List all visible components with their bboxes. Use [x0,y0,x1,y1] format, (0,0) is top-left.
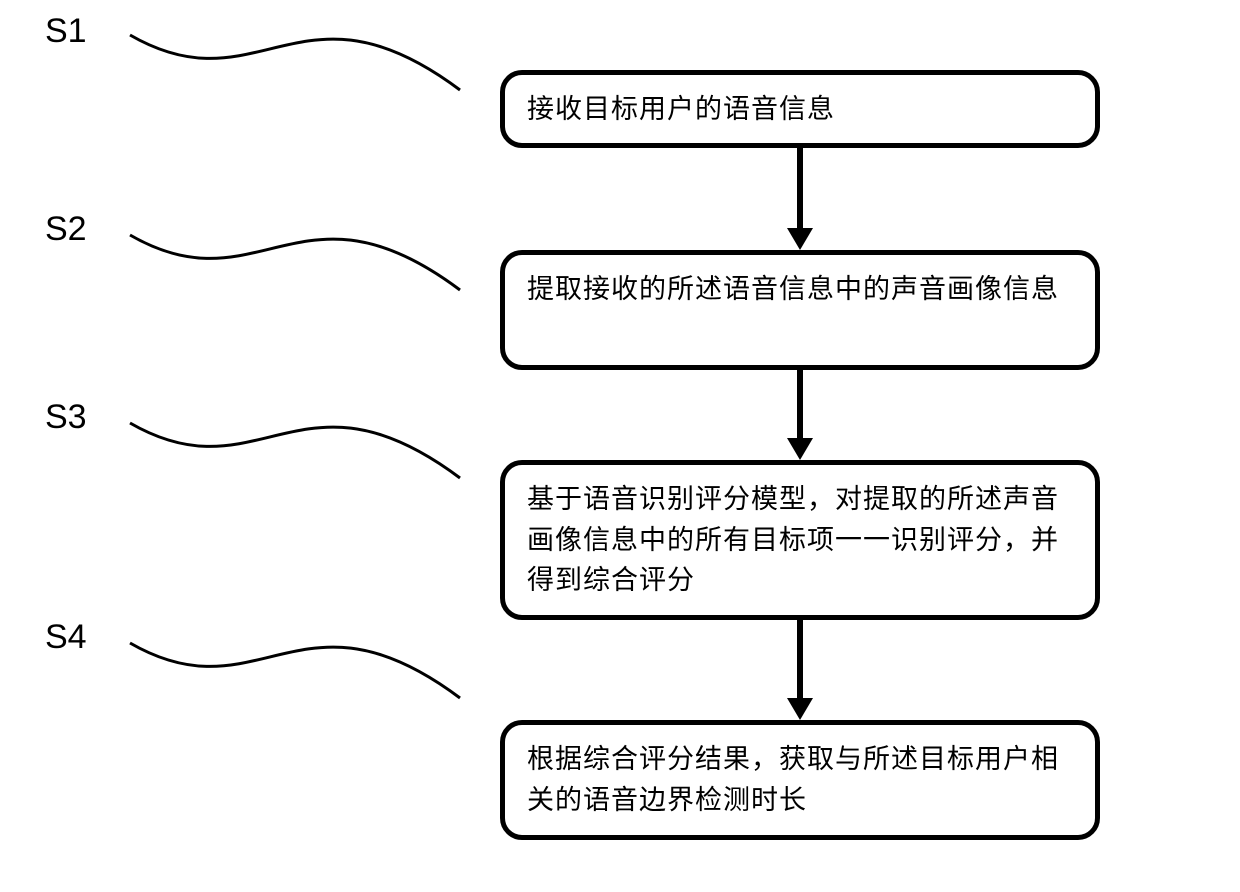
arrow-group [787,148,813,720]
curve-s2 [130,235,460,290]
curve-s3 [130,423,460,478]
curve-s4 [130,643,460,698]
step-label-s4: S4 [45,618,87,657]
step-box-s1: 接收目标用户的语音信息 [500,70,1100,148]
flowchart-canvas: S1 S2 S3 S4 接收目标用户的语音信息 提取接收的所述语音信息中的声音画… [0,0,1240,892]
step-label-s2: S2 [45,210,87,249]
step-label-s3: S3 [45,398,87,437]
curve-s1 [130,35,460,90]
step-label-s1: S1 [45,12,87,51]
step-box-s4: 根据综合评分结果，获取与所述目标用户相关的语音边界检测时长 [500,720,1100,840]
curve-connectors [130,35,460,698]
step-box-s2: 提取接收的所述语音信息中的声音画像信息 [500,250,1100,370]
arrow-head-3 [787,698,813,720]
step-box-s3: 基于语音识别评分模型，对提取的所述声音画像信息中的所有目标项一一识别评分，并得到… [500,460,1100,620]
arrow-head-1 [787,228,813,250]
arrow-head-2 [787,438,813,460]
